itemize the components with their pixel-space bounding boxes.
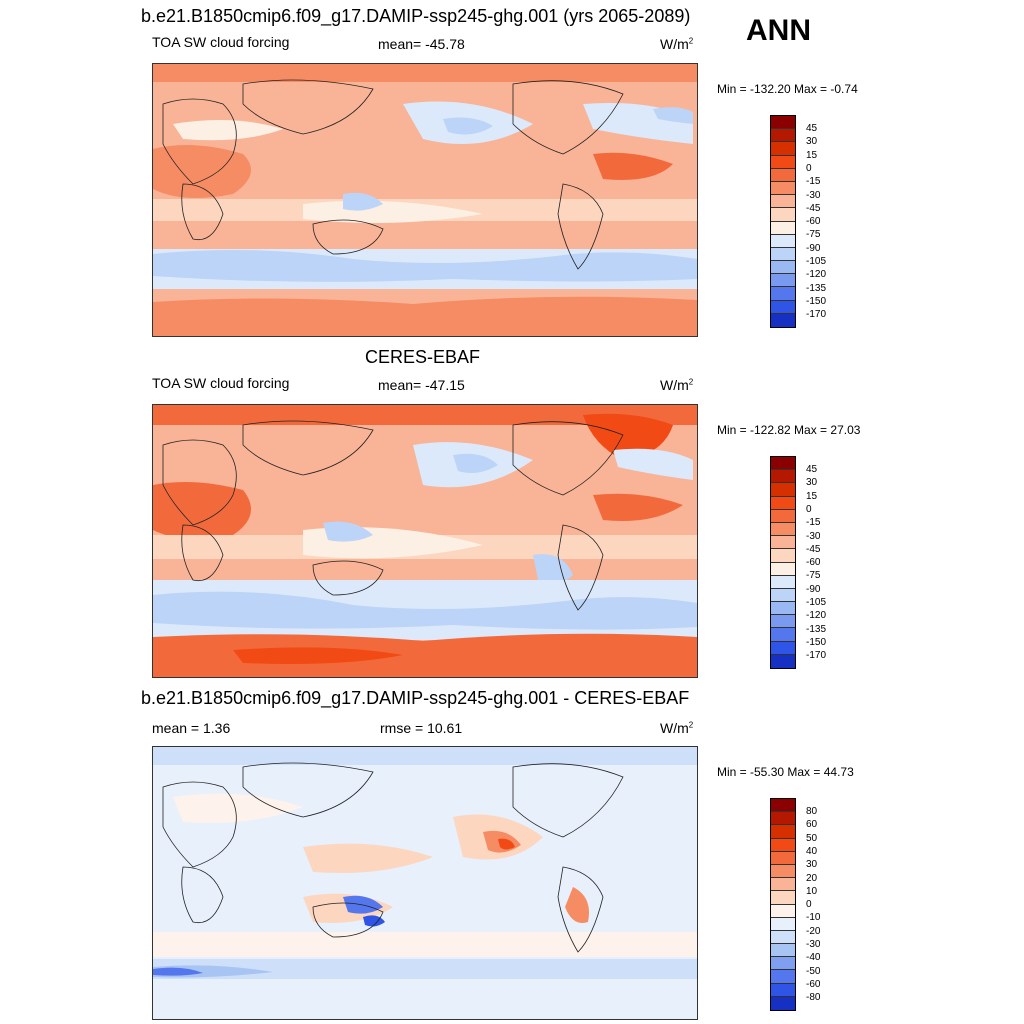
cbar-label: -135 bbox=[806, 623, 827, 635]
cbar-label: 0 bbox=[806, 503, 812, 515]
cbar-label: 40 bbox=[806, 845, 818, 857]
cbar-label: -60 bbox=[806, 216, 821, 228]
cbar-label: 45 bbox=[806, 123, 818, 134]
cbar-label: -150 bbox=[806, 636, 827, 648]
cbar-label: 0 bbox=[806, 899, 812, 911]
panel2-mean: mean= -47.15 bbox=[378, 377, 465, 393]
cbar-label: -170 bbox=[806, 650, 827, 662]
panel2-map bbox=[152, 404, 698, 678]
panel1-variable: TOA SW cloud forcing bbox=[152, 34, 290, 50]
cbar-label: -40 bbox=[806, 952, 821, 964]
panel1-colorbar bbox=[770, 115, 796, 328]
cbar-label: 20 bbox=[806, 872, 818, 884]
panel1-map bbox=[152, 63, 698, 337]
cbar-label: -80 bbox=[806, 992, 821, 1004]
panel3-colorbar bbox=[770, 798, 796, 1011]
panel2-units: W/m2 bbox=[660, 377, 694, 393]
panel1-minmax: Min = -132.20 Max = -0.74 bbox=[717, 82, 858, 96]
cbar-label: -50 bbox=[806, 965, 821, 977]
cbar-label: -170 bbox=[806, 309, 827, 321]
cbar-label: -120 bbox=[806, 610, 827, 622]
panel3-title: b.e21.B1850cmip6.f09_g17.DAMIP-ssp245-gh… bbox=[141, 688, 690, 708]
panel2-minmax: Min = -122.82 Max = 27.03 bbox=[717, 423, 861, 437]
cbar-label: -30 bbox=[806, 530, 821, 542]
panel2-colorbar bbox=[770, 456, 796, 669]
cbar-label: -150 bbox=[806, 295, 827, 307]
cbar-label: 45 bbox=[806, 464, 818, 475]
cbar-label: -105 bbox=[806, 597, 827, 608]
cbar-label: 15 bbox=[806, 149, 818, 161]
cbar-label: 60 bbox=[806, 819, 818, 831]
cbar-label: -15 bbox=[806, 176, 821, 188]
cbar-label: -120 bbox=[806, 269, 827, 281]
cbar-label: -90 bbox=[806, 583, 821, 595]
cbar-label: 30 bbox=[806, 136, 818, 148]
cbar-label: -135 bbox=[806, 282, 827, 294]
cbar-label: 15 bbox=[806, 490, 818, 502]
panel3-map bbox=[152, 746, 698, 1020]
cbar-label: 80 bbox=[806, 806, 818, 817]
panel1-mean: mean= -45.78 bbox=[378, 36, 465, 52]
cbar-label: -60 bbox=[806, 978, 821, 990]
cbar-label: -60 bbox=[806, 557, 821, 569]
panel3-mean: mean = 1.36 bbox=[152, 720, 231, 736]
cbar-label: -30 bbox=[806, 189, 821, 201]
cbar-label: 50 bbox=[806, 832, 818, 844]
panel3-rmse: rmse = 10.61 bbox=[380, 720, 463, 736]
panel3-minmax: Min = -55.30 Max = 44.73 bbox=[717, 765, 854, 779]
cbar-label: -30 bbox=[806, 939, 821, 950]
cbar-label: -75 bbox=[806, 229, 821, 241]
cbar-label: 10 bbox=[806, 885, 818, 897]
cbar-label: 30 bbox=[806, 477, 818, 489]
cbar-label: -105 bbox=[806, 256, 827, 267]
panel1-title: b.e21.B1850cmip6.f09_g17.DAMIP-ssp245-gh… bbox=[141, 6, 691, 26]
cbar-label: 0 bbox=[806, 162, 812, 174]
cbar-label: -15 bbox=[806, 517, 821, 529]
panel1-units: W/m2 bbox=[660, 36, 694, 52]
cbar-label: -45 bbox=[806, 202, 821, 214]
cbar-label: -20 bbox=[806, 925, 821, 937]
cbar-label: -90 bbox=[806, 242, 821, 254]
cbar-label: -75 bbox=[806, 570, 821, 582]
panel3-units: W/m2 bbox=[660, 720, 694, 736]
cbar-label: -45 bbox=[806, 543, 821, 555]
cbar-label: -10 bbox=[806, 912, 821, 924]
panel2-variable: TOA SW cloud forcing bbox=[152, 375, 290, 391]
cbar-label: 30 bbox=[806, 859, 818, 871]
season-label: ANN bbox=[746, 14, 811, 47]
panel2-title: CERES-EBAF bbox=[365, 347, 481, 367]
